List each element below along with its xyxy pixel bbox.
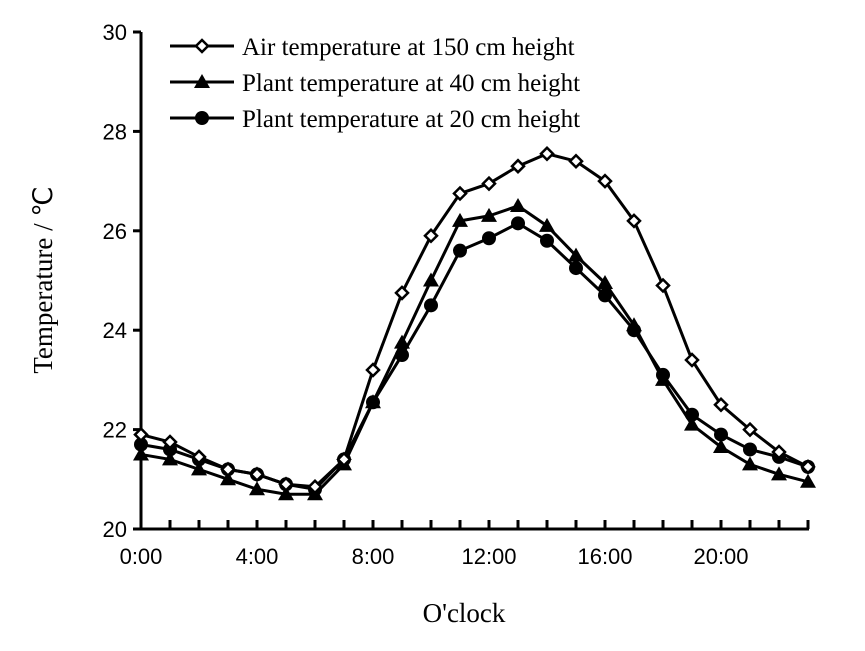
data-point-circle: [743, 442, 757, 457]
data-point-triangle: [713, 438, 729, 453]
data-point-triangle: [365, 394, 381, 409]
data-point-triangle: [684, 416, 700, 431]
data-point-diamond: [597, 173, 613, 189]
y-tick-label: 22: [103, 418, 127, 443]
series-group: [133, 145, 816, 501]
axes: 20 22 24 26 28 30 0:00 4:00 8:00 12:00 16:00 20:00: [103, 20, 810, 569]
data-point-diamond: [539, 145, 555, 162]
legend-label: Air temperature at 150 cm height: [242, 34, 575, 61]
data-point-diamond: [423, 228, 439, 244]
data-point-circle: [540, 233, 554, 248]
data-point-diamond: [365, 362, 381, 378]
y-tick-label: 24: [103, 318, 127, 343]
series-1: [133, 145, 816, 495]
series-line: [140, 204, 809, 496]
data-point-diamond: [626, 213, 642, 229]
data-point-triangle: [278, 486, 294, 501]
data-point-diamond: [191, 449, 207, 465]
y-axis-label: Temperature / ℃: [28, 186, 58, 373]
x-tick-label: 0:00: [120, 544, 163, 569]
data-point-diamond: [133, 426, 149, 443]
data-point-circle: [511, 216, 525, 231]
y-tick-label: 26: [103, 219, 127, 244]
y-tick-label: 30: [103, 20, 127, 45]
data-point-triangle: [162, 451, 178, 466]
data-point-triangle: [626, 317, 642, 332]
x-tick-label: 12:00: [461, 544, 516, 569]
y-tick-label: 28: [103, 119, 127, 144]
data-point-circle: [195, 111, 209, 125]
data-point-diamond: [278, 476, 294, 493]
data-point-circle: [598, 288, 612, 303]
data-point-triangle: [597, 274, 613, 289]
series-2: [133, 197, 816, 501]
data-point-triangle: [191, 461, 207, 476]
data-point-circle: [482, 231, 496, 246]
data-point-triangle: [249, 481, 265, 496]
data-point-triangle: [800, 473, 816, 488]
data-point-triangle: [481, 207, 497, 222]
data-point-triangle: [452, 212, 468, 227]
data-point-diamond: [481, 175, 497, 192]
x-tick-label: 20:00: [693, 544, 748, 569]
data-point-diamond: [307, 478, 323, 495]
y-tick-label: 20: [103, 517, 127, 542]
data-point-diamond: [655, 277, 671, 294]
data-point-triangle: [194, 74, 210, 88]
data-point-triangle: [771, 466, 787, 481]
legend-item: Air temperature at 150 cm height: [170, 34, 575, 61]
x-axis-label: O'clock: [423, 598, 506, 628]
x-tick-label: 4:00: [236, 544, 279, 569]
data-point-diamond: [452, 185, 468, 202]
data-point-circle: [424, 298, 438, 313]
data-point-circle: [569, 261, 583, 276]
data-point-triangle: [510, 197, 526, 212]
data-point-diamond: [220, 461, 236, 478]
legend: Air temperature at 150 cm height Plant te…: [170, 34, 580, 133]
data-point-triangle: [539, 217, 555, 232]
series-line: [140, 221, 809, 491]
legend-item: Plant temperature at 40 cm height: [170, 70, 580, 97]
data-point-diamond: [249, 466, 265, 483]
legend-label: Plant temperature at 40 cm height: [242, 70, 580, 97]
data-point-triangle: [394, 334, 410, 349]
data-point-diamond: [800, 459, 816, 475]
data-point-diamond: [684, 352, 700, 368]
data-point-diamond: [394, 285, 410, 301]
data-point-triangle: [133, 446, 149, 461]
data-point-triangle: [220, 471, 236, 486]
legend-label: Plant temperature at 20 cm height: [242, 106, 580, 133]
data-point-triangle: [742, 456, 758, 471]
data-point-circle: [134, 437, 148, 452]
data-point-diamond: [713, 396, 729, 413]
data-point-triangle: [655, 371, 671, 386]
data-point-diamond: [510, 158, 526, 174]
data-point-triangle: [568, 247, 584, 262]
data-point-diamond: [336, 451, 352, 468]
x-tick-label: 8:00: [352, 544, 395, 569]
series-3: [134, 216, 815, 497]
x-tick-label: 16:00: [577, 544, 632, 569]
legend-item: Plant temperature at 20 cm height: [170, 106, 580, 133]
data-point-diamond: [568, 153, 584, 169]
data-point-diamond: [162, 434, 178, 450]
data-point-diamond: [742, 421, 758, 438]
data-point-triangle: [423, 272, 439, 287]
data-point-diamond: [194, 38, 210, 54]
data-point-circle: [453, 243, 467, 258]
data-point-diamond: [771, 444, 787, 460]
data-point-circle: [714, 427, 728, 442]
